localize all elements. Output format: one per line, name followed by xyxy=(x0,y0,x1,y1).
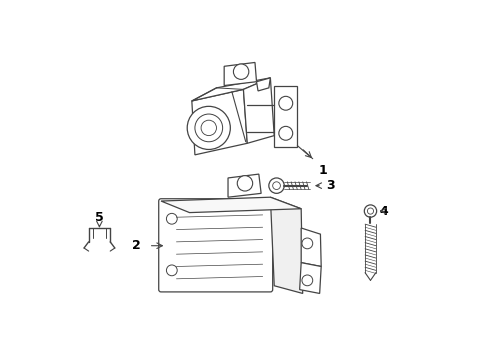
Circle shape xyxy=(233,64,249,80)
Circle shape xyxy=(302,275,313,286)
Text: 4: 4 xyxy=(380,204,389,217)
Circle shape xyxy=(167,213,177,224)
Polygon shape xyxy=(301,228,321,266)
Circle shape xyxy=(279,96,293,110)
Polygon shape xyxy=(228,174,261,197)
Polygon shape xyxy=(244,78,274,143)
Circle shape xyxy=(201,120,217,136)
Circle shape xyxy=(195,114,222,142)
Text: 3: 3 xyxy=(326,179,335,192)
Circle shape xyxy=(279,126,293,140)
Circle shape xyxy=(187,106,230,149)
Polygon shape xyxy=(224,62,257,86)
Polygon shape xyxy=(274,86,297,147)
Circle shape xyxy=(167,265,177,276)
FancyBboxPatch shape xyxy=(159,199,273,292)
Text: 1: 1 xyxy=(318,164,327,177)
Circle shape xyxy=(302,238,313,249)
Polygon shape xyxy=(192,89,247,155)
Circle shape xyxy=(272,182,280,189)
Polygon shape xyxy=(257,78,270,91)
Circle shape xyxy=(237,176,253,191)
Circle shape xyxy=(365,205,377,217)
Polygon shape xyxy=(300,263,321,293)
Circle shape xyxy=(269,178,284,193)
Circle shape xyxy=(368,208,373,214)
Polygon shape xyxy=(192,78,270,101)
Polygon shape xyxy=(161,197,301,213)
Text: 5: 5 xyxy=(95,211,104,225)
Text: 2: 2 xyxy=(132,239,141,252)
Polygon shape xyxy=(270,197,303,293)
